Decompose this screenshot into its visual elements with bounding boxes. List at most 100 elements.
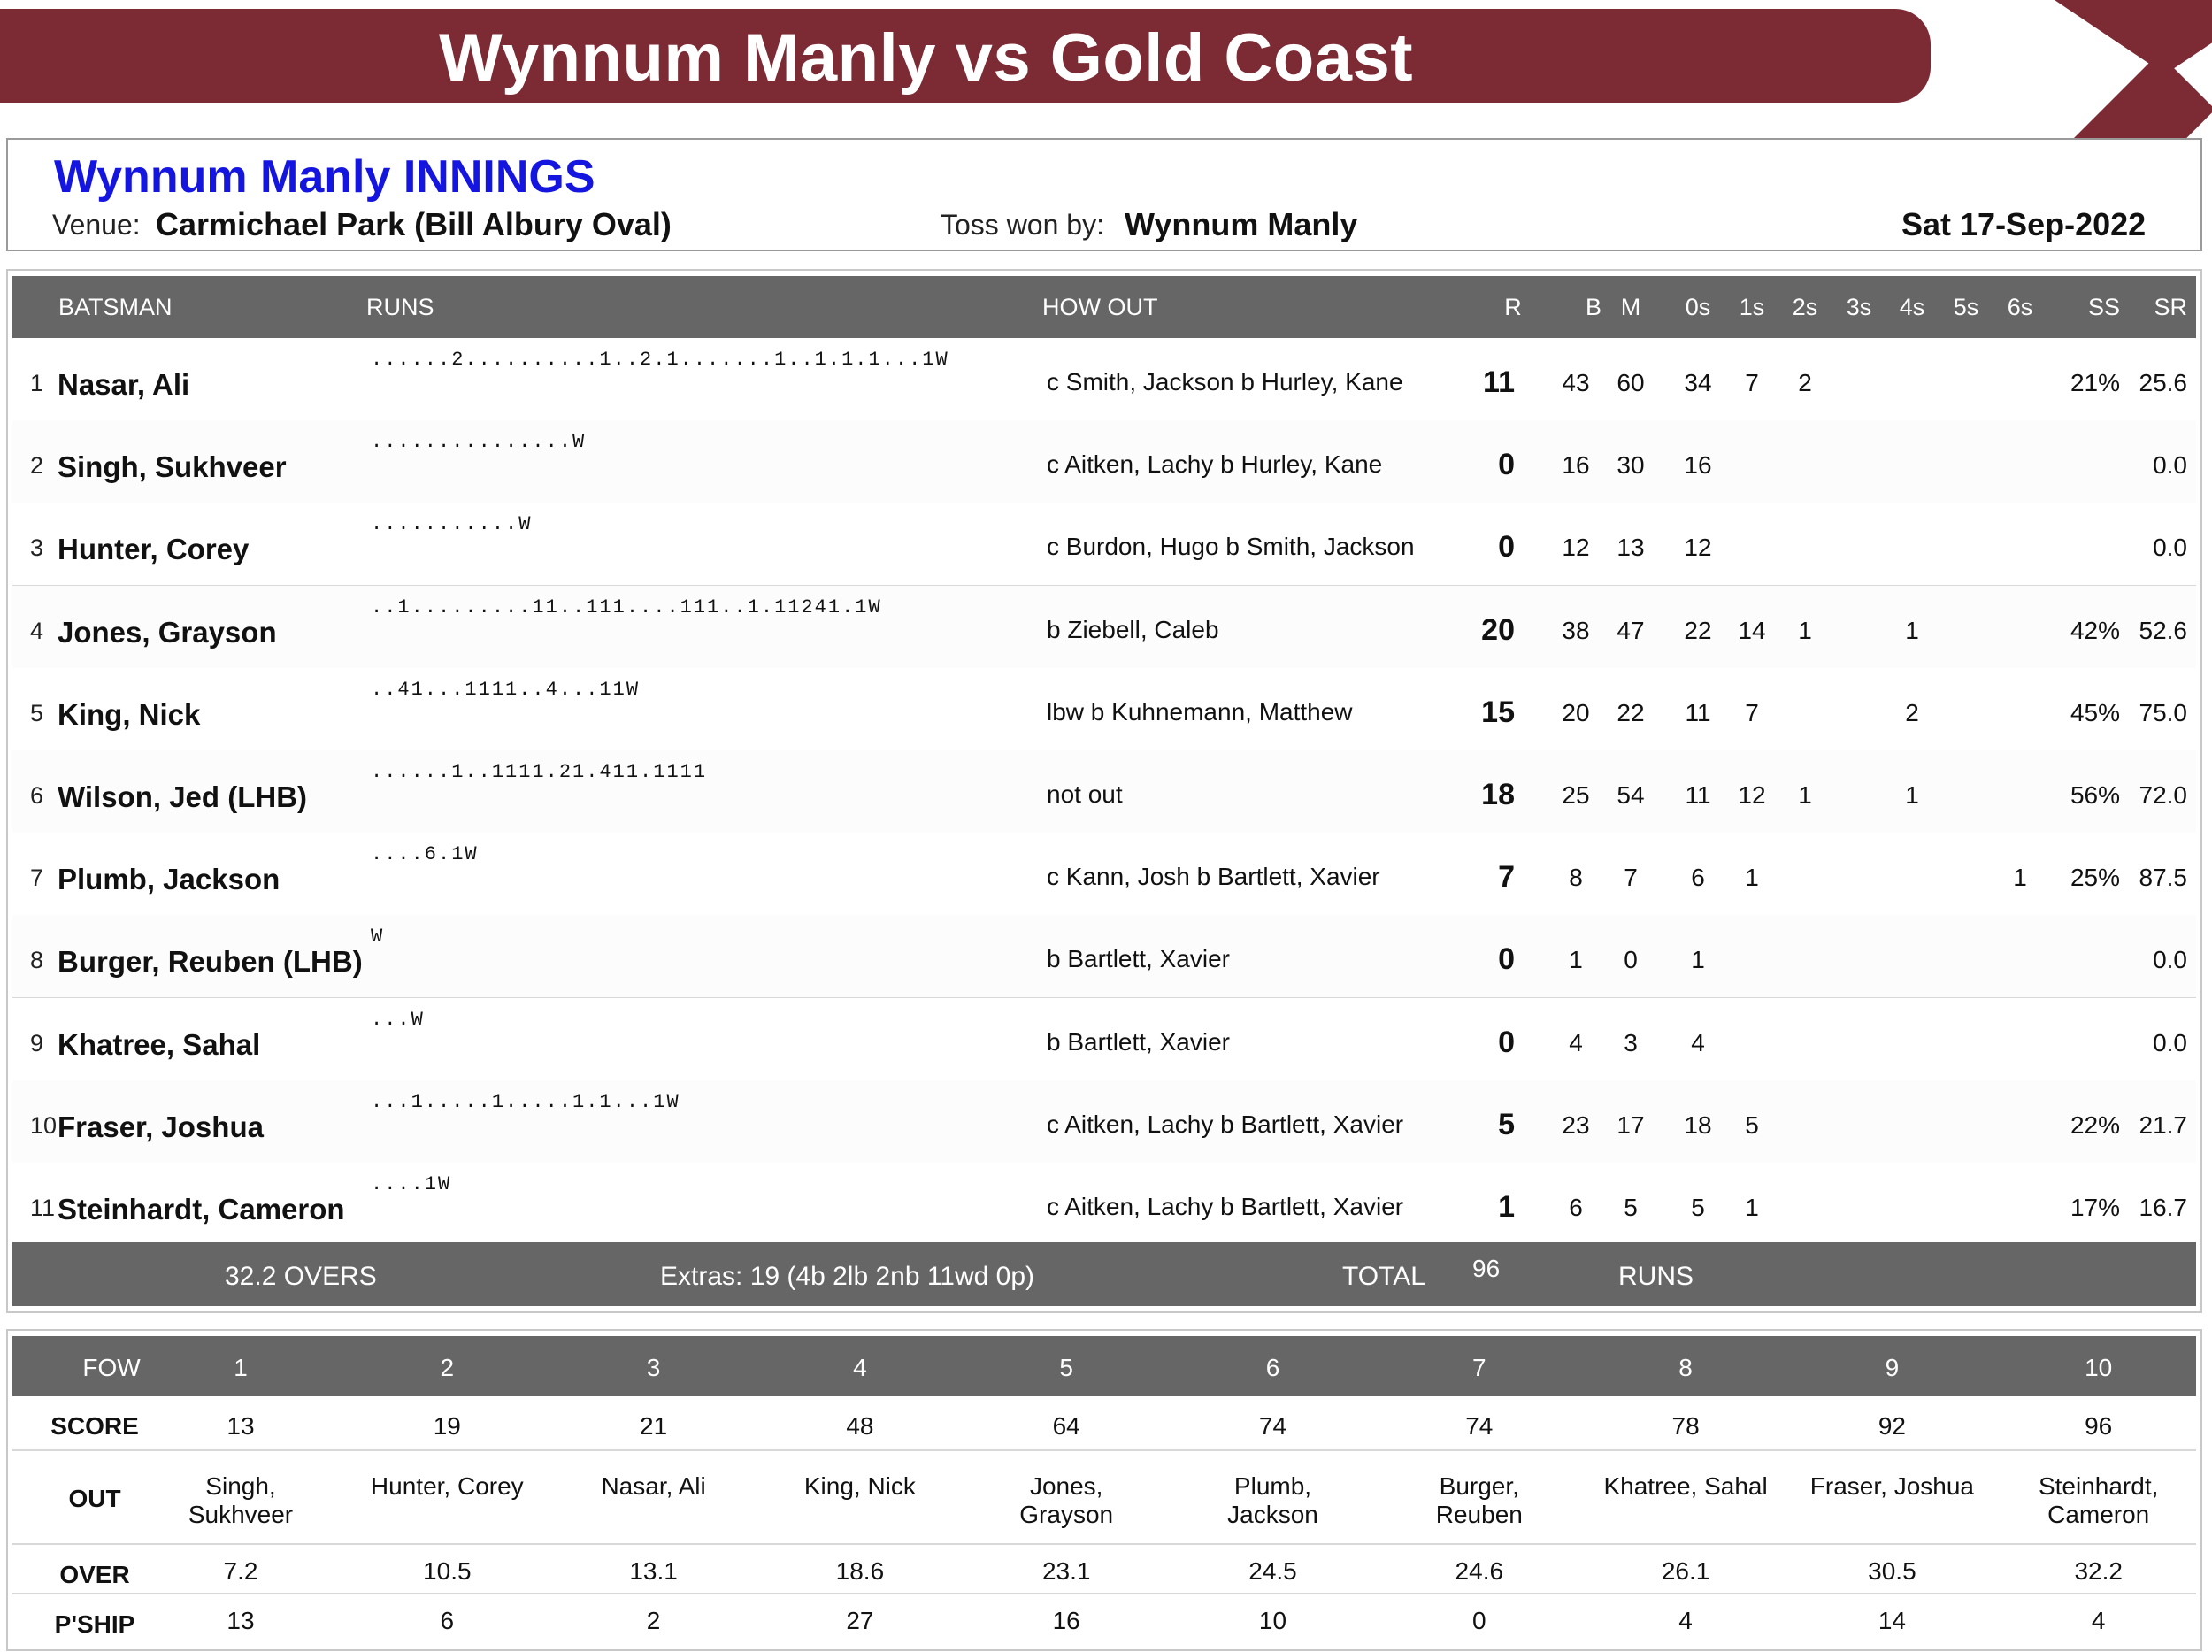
stat-s0: 1 bbox=[1691, 946, 1705, 974]
dismissal: not out bbox=[1047, 780, 1123, 808]
fow-divider bbox=[12, 1543, 2196, 1545]
match-title: Wynnum Manly vs Gold Coast bbox=[439, 20, 1414, 96]
stat-s0: 11 bbox=[1685, 781, 1711, 809]
batsman-name: Nasar, Ali bbox=[58, 368, 190, 401]
fow-partnership: 14 bbox=[1878, 1607, 1906, 1634]
toss-label: Toss won by: bbox=[941, 209, 1104, 241]
col-4s: 4s bbox=[1899, 294, 1925, 320]
fow-score: 48 bbox=[846, 1412, 874, 1440]
fow-partnership: 6 bbox=[440, 1607, 455, 1634]
stat-b: 6 bbox=[1569, 1194, 1583, 1221]
ball-by-ball-runs: ..1.........11..111....111..1.11241.1W bbox=[371, 595, 882, 619]
batsman-number: 2 bbox=[30, 452, 44, 480]
runs-scored: 7 bbox=[1498, 860, 1515, 895]
stat-s0: 11 bbox=[1685, 698, 1711, 726]
fow-partnership: 4 bbox=[2091, 1607, 2106, 1634]
fow-wicket-number: 10 bbox=[2085, 1354, 2113, 1381]
corner-decoration bbox=[2055, 0, 2212, 74]
col-how-out: HOW OUT bbox=[1042, 294, 1158, 320]
dismissal: c Aitken, Lachy b Bartlett, Xavier bbox=[1047, 1193, 1404, 1220]
runs-scored: 18 bbox=[1481, 778, 1515, 811]
fow-over: 13.1 bbox=[629, 1557, 678, 1585]
stat-m: 60 bbox=[1617, 369, 1645, 396]
stat-b: 20 bbox=[1562, 698, 1590, 726]
stat-m: 13 bbox=[1617, 534, 1645, 562]
fow-score: 92 bbox=[1878, 1412, 1906, 1440]
ball-by-ball-runs: W bbox=[371, 926, 385, 949]
stat-s1: 14 bbox=[1738, 616, 1766, 644]
stat-s0: 5 bbox=[1691, 1194, 1705, 1221]
total-runs: 96 bbox=[1472, 1255, 1501, 1282]
fow-score: 19 bbox=[433, 1412, 461, 1440]
fow-out-batsman: Jones, Grayson bbox=[1019, 1472, 1114, 1528]
batsman-name: Burger, Reuben (LHB) bbox=[58, 945, 363, 979]
fow-over: 18.6 bbox=[835, 1557, 885, 1585]
batsman-number: 6 bbox=[30, 782, 44, 809]
dismissal: b Bartlett, Xavier bbox=[1047, 1027, 1230, 1056]
stat-sr: 87.5 bbox=[2139, 864, 2188, 892]
stat-s0: 18 bbox=[1684, 1110, 1712, 1139]
fow-out-batsman: Plumb, Jackson bbox=[1227, 1472, 1318, 1528]
batting-row: 2 Singh, Sukhveer ...............W c Aitken… bbox=[12, 420, 2196, 505]
batsman-name: King, Nick bbox=[58, 697, 201, 731]
dismissal: c Aitken, Lachy b Bartlett, Xavier bbox=[1047, 1110, 1404, 1138]
totals-bar: 32.2 OVERS Extras: 19 (4b 2lb 2nb 11wd 0… bbox=[12, 1242, 2196, 1306]
stat-m: 30 bbox=[1617, 451, 1645, 480]
batting-row: 4 Jones, Grayson ..1.........11..111....11… bbox=[12, 585, 2196, 670]
col-3s: 3s bbox=[1846, 294, 1872, 320]
fow-wicket-number: 5 bbox=[1059, 1354, 1073, 1381]
fow-score: 13 bbox=[227, 1412, 255, 1440]
dismissal: c Aitken, Lachy b Hurley, Kane bbox=[1047, 450, 1383, 479]
runs-scored: 0 bbox=[1498, 530, 1515, 565]
stat-ss: 17% bbox=[2070, 1194, 2120, 1221]
title-banner: Wynnum Manly vs Gold Coast bbox=[0, 9, 1931, 103]
stat-ss: 21% bbox=[2070, 369, 2120, 396]
ball-by-ball-runs: ......1..1111.21.411.1111 bbox=[371, 761, 708, 783]
batting-row: 7 Plumb, Jackson ....6.1W c Kann, Josh b Ba… bbox=[12, 833, 2196, 918]
stat-b: 38 bbox=[1562, 616, 1590, 644]
stat-m: 47 bbox=[1617, 616, 1645, 644]
stat-sr: 75.0 bbox=[2139, 698, 2188, 726]
fow-wicket-number: 4 bbox=[853, 1354, 867, 1381]
stat-s2: 1 bbox=[1798, 616, 1812, 644]
batsman-name: Wilson, Jed (LHB) bbox=[58, 780, 308, 813]
stat-sr: 0.0 bbox=[2153, 534, 2187, 562]
fow-score: 74 bbox=[1258, 1412, 1287, 1440]
stat-m: 5 bbox=[1624, 1194, 1638, 1221]
fow-out-batsman: Fraser, Joshua bbox=[1809, 1472, 1974, 1500]
batsman-number: 10 bbox=[30, 1111, 58, 1139]
stat-ss: 56% bbox=[2070, 781, 2120, 809]
batsman-number: 1 bbox=[30, 370, 44, 396]
fow-partnership: 10 bbox=[1258, 1607, 1287, 1634]
stat-b: 16 bbox=[1562, 451, 1590, 480]
fow-over: 26.1 bbox=[1661, 1557, 1710, 1585]
batsman-name: Fraser, Joshua bbox=[58, 1110, 264, 1143]
fow-wicket-number: 2 bbox=[440, 1354, 455, 1381]
stat-s0: 6 bbox=[1691, 864, 1705, 892]
stat-sr: 21.7 bbox=[2139, 1110, 2188, 1139]
innings-title: Wynnum Manly INNINGS bbox=[54, 151, 595, 203]
col-b: B bbox=[1585, 294, 1601, 320]
toss-value: Wynnum Manly bbox=[1125, 206, 1358, 242]
stat-b: 25 bbox=[1562, 781, 1590, 809]
ball-by-ball-runs: ....1W bbox=[371, 1173, 452, 1195]
dismissal: b Ziebell, Caleb bbox=[1047, 615, 1219, 643]
stat-s4: 2 bbox=[1905, 698, 1919, 726]
stat-sr: 52.6 bbox=[2139, 616, 2188, 644]
total-label: TOTAL bbox=[1342, 1262, 1425, 1291]
fow-score: 78 bbox=[1671, 1412, 1700, 1440]
stat-s1: 5 bbox=[1745, 1110, 1759, 1139]
stat-sr: 72.0 bbox=[2139, 781, 2188, 809]
fow-pship-label: P'SHIP bbox=[54, 1610, 135, 1638]
batsman-number: 9 bbox=[30, 1029, 44, 1057]
stat-ss: 25% bbox=[2070, 864, 2120, 892]
stat-m: 3 bbox=[1624, 1028, 1638, 1057]
total-overs: 32.2 OVERS bbox=[225, 1262, 377, 1291]
col-5s: 5s bbox=[1953, 294, 1979, 320]
batsman-name: Singh, Sukhveer bbox=[58, 450, 287, 484]
stat-s1: 7 bbox=[1745, 698, 1759, 726]
ball-by-ball-runs: ...............W bbox=[371, 431, 587, 454]
batting-row: 1 Nasar, Ali ......2..........1..2.1......… bbox=[12, 338, 2196, 422]
fow-wicket-number: 7 bbox=[1472, 1354, 1486, 1381]
stat-sr: 0.0 bbox=[2153, 1028, 2187, 1057]
